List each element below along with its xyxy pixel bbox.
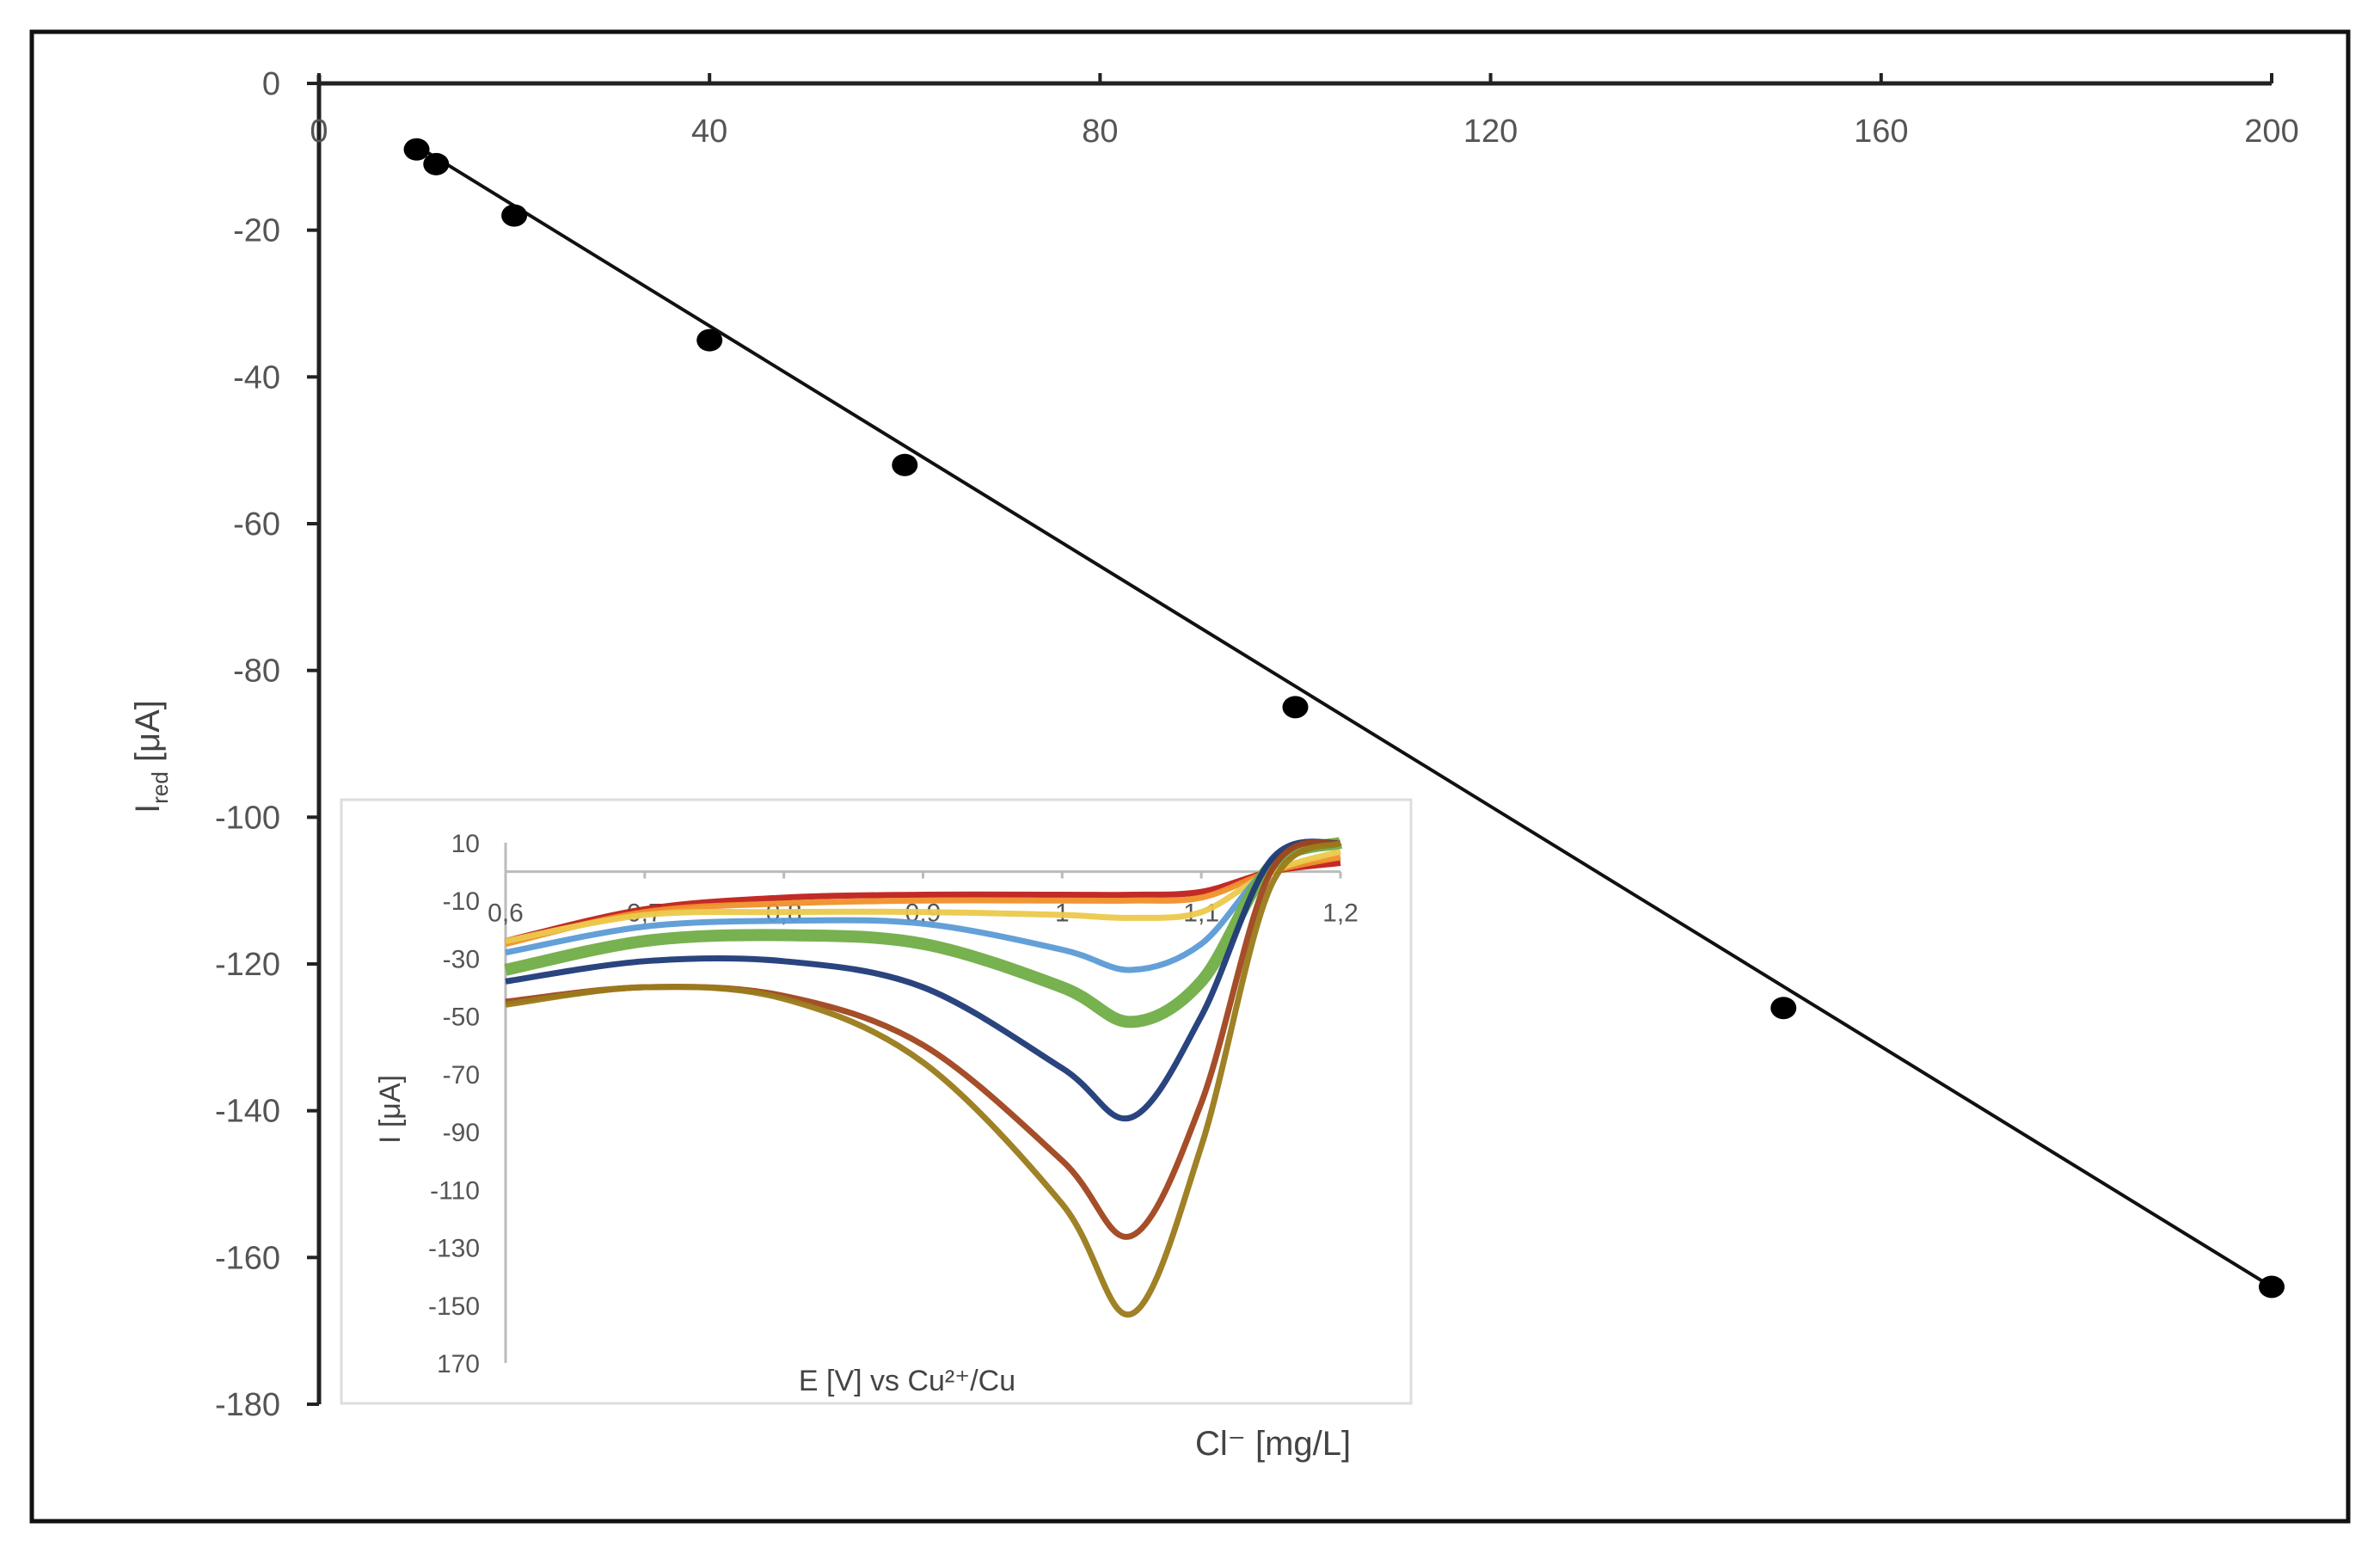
inset-y-tick-label: -30: [443, 945, 480, 973]
inset-x-tick-label: 1,2: [1322, 899, 1359, 928]
inset-y-tick-label: -90: [443, 1119, 480, 1147]
y-tick-label: -140: [215, 1094, 280, 1130]
inset-plot: 0,6 0,7 0,8 0,9 1 1,1 1,210-10-30-50-70-90-110…: [428, 830, 1359, 1378]
x-tick-label: 0: [310, 114, 328, 150]
y-tick-label: -100: [215, 800, 280, 836]
inset-series-line-6: [505, 838, 1341, 1122]
data-point: [501, 204, 528, 227]
x-tick-label: 80: [1082, 114, 1118, 150]
inset-y-tick-label: -110: [430, 1176, 480, 1205]
inset-y-tick-label: 170: [437, 1350, 480, 1378]
data-point: [892, 453, 918, 476]
y-axis-label: Ired [μA]: [129, 700, 173, 813]
data-point: [1770, 997, 1797, 1020]
inset-x-axis-label: E [V] vs Cu²⁺/Cu: [799, 1365, 1015, 1397]
inset-y-tick-label: -50: [443, 1004, 480, 1032]
inset-series-line-3: [505, 848, 1341, 944]
data-point: [403, 138, 430, 161]
x-tick-label: 120: [1463, 114, 1518, 150]
y-tick-label: 0: [262, 66, 280, 102]
inset-x-tick-label: 0,6: [488, 899, 524, 928]
main-plot: 0 40 80 120 160 200 0 -20 -40 -60 -80 -100 -120 -140 -…: [215, 66, 2299, 1423]
x-tick-label: 40: [691, 114, 727, 150]
inset-y-tick-label: -70: [443, 1061, 480, 1090]
inset-series-line-4: [505, 839, 1342, 973]
inset-y-tick-label: -10: [443, 887, 480, 916]
inset-y-tick-label: -130: [428, 1235, 480, 1263]
y-tick-label: -120: [215, 947, 280, 983]
y-tick-label: -40: [233, 359, 280, 396]
x-tick-label: 200: [2244, 114, 2298, 150]
data-point: [1282, 696, 1309, 719]
y-tick-label: -60: [233, 506, 280, 543]
inset-y-tick-label: 10: [451, 830, 480, 858]
y-tick-label: -160: [215, 1240, 280, 1276]
data-point: [2259, 1275, 2285, 1298]
inset-y-tick-label: -150: [428, 1292, 480, 1321]
y-tick-label: -80: [233, 654, 280, 690]
data-point: [423, 152, 450, 175]
inset-series-line-2: [505, 854, 1341, 948]
x-axis-label: Cl⁻ [mg/L]: [1195, 1425, 1351, 1463]
data-point: [696, 328, 723, 352]
inset-series-line-8: [505, 839, 1342, 1318]
x-tick-label: 160: [1854, 114, 1908, 150]
y-tick-label: -20: [233, 213, 280, 249]
trendline: [415, 144, 2273, 1289]
y-tick-label: -180: [215, 1387, 280, 1423]
inset-y-axis-label: I [μA]: [374, 1075, 407, 1144]
